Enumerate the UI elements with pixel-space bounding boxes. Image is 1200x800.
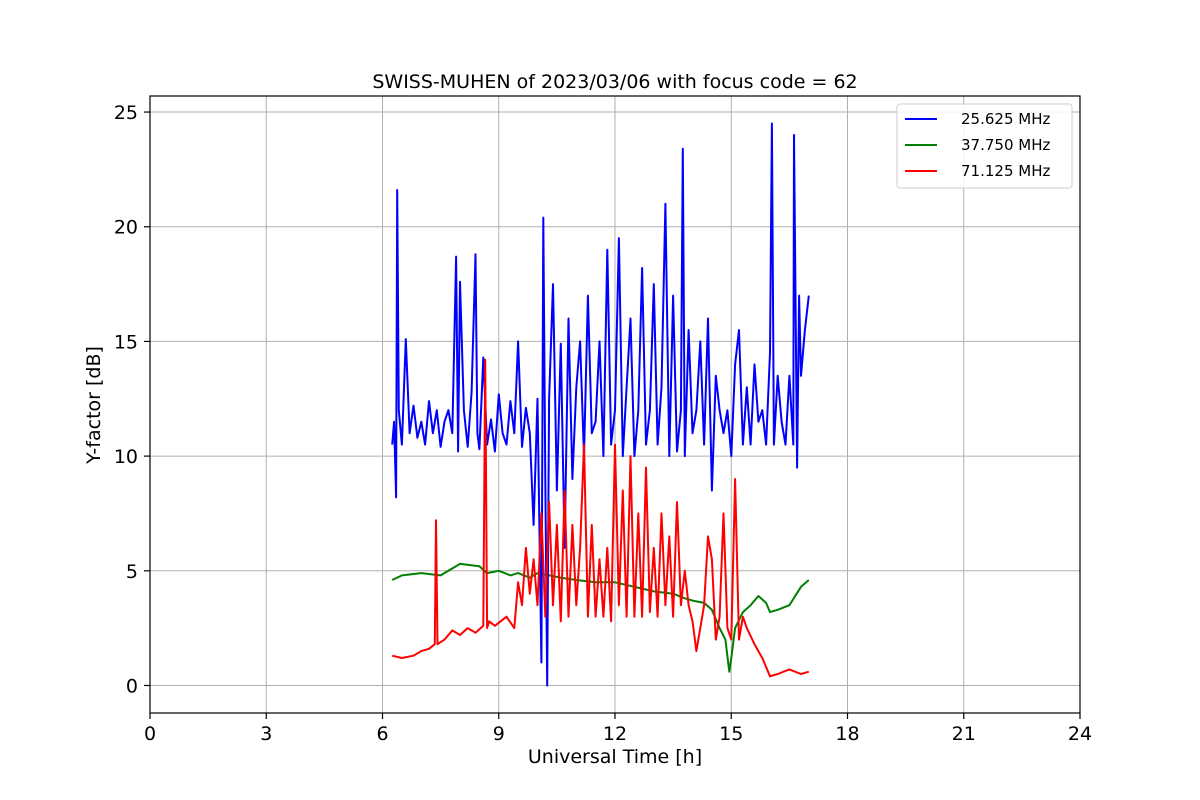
x-tick-label: 18: [835, 723, 859, 745]
legend-label-1: 37.750 MHz: [961, 136, 1050, 154]
y-axis: 0 5 10 15 20 25: [114, 102, 150, 697]
x-tick-label: 9: [493, 723, 505, 745]
legend-label-0: 25.625 MHz: [961, 110, 1050, 128]
y-tick-label: 5: [126, 561, 138, 583]
chart-title: SWISS-MUHEN of 2023/03/06 with focus cod…: [372, 71, 857, 93]
x-tick-label: 12: [603, 723, 627, 745]
plot-area: [391, 122, 810, 687]
series-line-0: [391, 122, 810, 687]
y-tick-label: 0: [126, 675, 138, 697]
y-axis-label: Y-factor [dB]: [83, 346, 105, 465]
x-tick-label: 6: [376, 723, 388, 745]
y-tick-label: 15: [114, 331, 138, 353]
y-tick-label: 25: [114, 102, 138, 124]
series-line-2: [391, 358, 810, 678]
x-tick-label: 24: [1068, 723, 1092, 745]
x-tick-label: 3: [260, 723, 272, 745]
x-axis-label: Universal Time [h]: [528, 746, 702, 768]
y-tick-label: 20: [114, 217, 138, 239]
x-tick-label: 21: [952, 723, 976, 745]
legend-box: [896, 103, 1073, 189]
x-tick-label: 0: [144, 723, 156, 745]
x-axis: 0 3 6 9 12 15 18 21 24: [144, 713, 1092, 745]
legend: 25.625 MHz 37.750 MHz 71.125 MHz: [896, 103, 1073, 189]
legend-label-2: 71.125 MHz: [961, 162, 1050, 180]
y-tick-label: 10: [114, 446, 138, 468]
x-tick-label: 15: [719, 723, 743, 745]
series-line-1: [391, 562, 810, 673]
